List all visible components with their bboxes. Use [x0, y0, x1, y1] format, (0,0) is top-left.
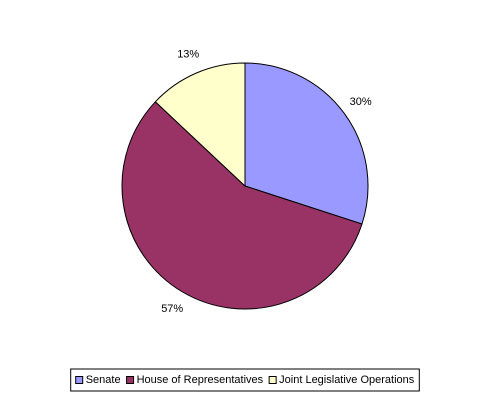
legend-label: House of Representatives	[137, 374, 264, 386]
legend-swatch	[126, 376, 135, 384]
legend-swatch	[268, 376, 277, 384]
pie-slice	[121, 101, 363, 310]
data-label: 30%	[350, 96, 372, 108]
pie-slice	[244, 62, 369, 225]
legend: Senate House of Representatives Joint Legi…	[70, 368, 420, 392]
data-label: 57%	[161, 303, 183, 315]
legend-label: Joint Legislative Operations	[279, 374, 415, 386]
legend-swatch	[75, 376, 84, 384]
legend-label: Senate	[86, 374, 121, 386]
pie-slice	[154, 62, 246, 188]
data-label: 13%	[177, 49, 199, 61]
legend-box	[70, 368, 420, 392]
